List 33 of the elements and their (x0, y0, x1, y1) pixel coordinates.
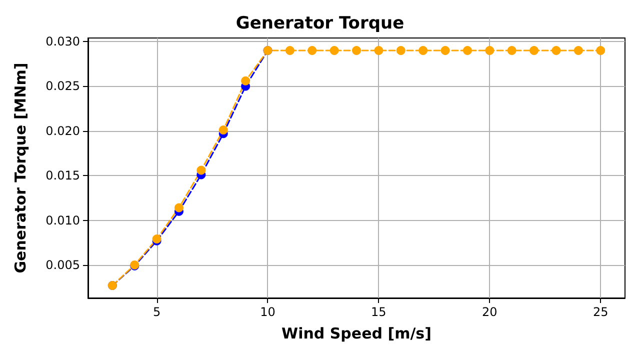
point (374, 46, 384, 56)
point (196, 166, 206, 175)
x-tick-label: 5 (152, 305, 161, 319)
point (308, 46, 317, 56)
x-tick-label: 10 (260, 305, 276, 319)
point (396, 46, 406, 56)
x-tick-label: 15 (371, 305, 386, 319)
point (596, 46, 606, 56)
point (440, 46, 450, 56)
point (485, 46, 494, 56)
point (462, 46, 472, 56)
y-tick-label: 0.005 (46, 258, 80, 272)
point (574, 46, 583, 56)
point (218, 126, 228, 135)
x-tick-label: 25 (592, 305, 608, 319)
x-axis-title: Wind Speed [m/s] (282, 324, 432, 342)
point (241, 76, 250, 86)
point (330, 46, 339, 56)
point (552, 46, 561, 56)
point (418, 46, 428, 56)
y-tick-label: 0.030 (46, 34, 80, 49)
point (507, 46, 516, 56)
chart-title: Generator Torque (236, 14, 404, 34)
point (352, 46, 361, 56)
y-tick-label: 0.010 (46, 213, 80, 228)
x-tick-label: 20 (482, 305, 498, 319)
y-tick-label: 0.020 (46, 124, 80, 138)
y-axis-title: Generator Torque [MNm] (12, 62, 30, 274)
point (530, 46, 539, 56)
point (285, 46, 294, 56)
y-tick-label: 0.015 (46, 168, 80, 183)
y-tick-label: 0.025 (46, 79, 80, 94)
point (174, 203, 184, 212)
